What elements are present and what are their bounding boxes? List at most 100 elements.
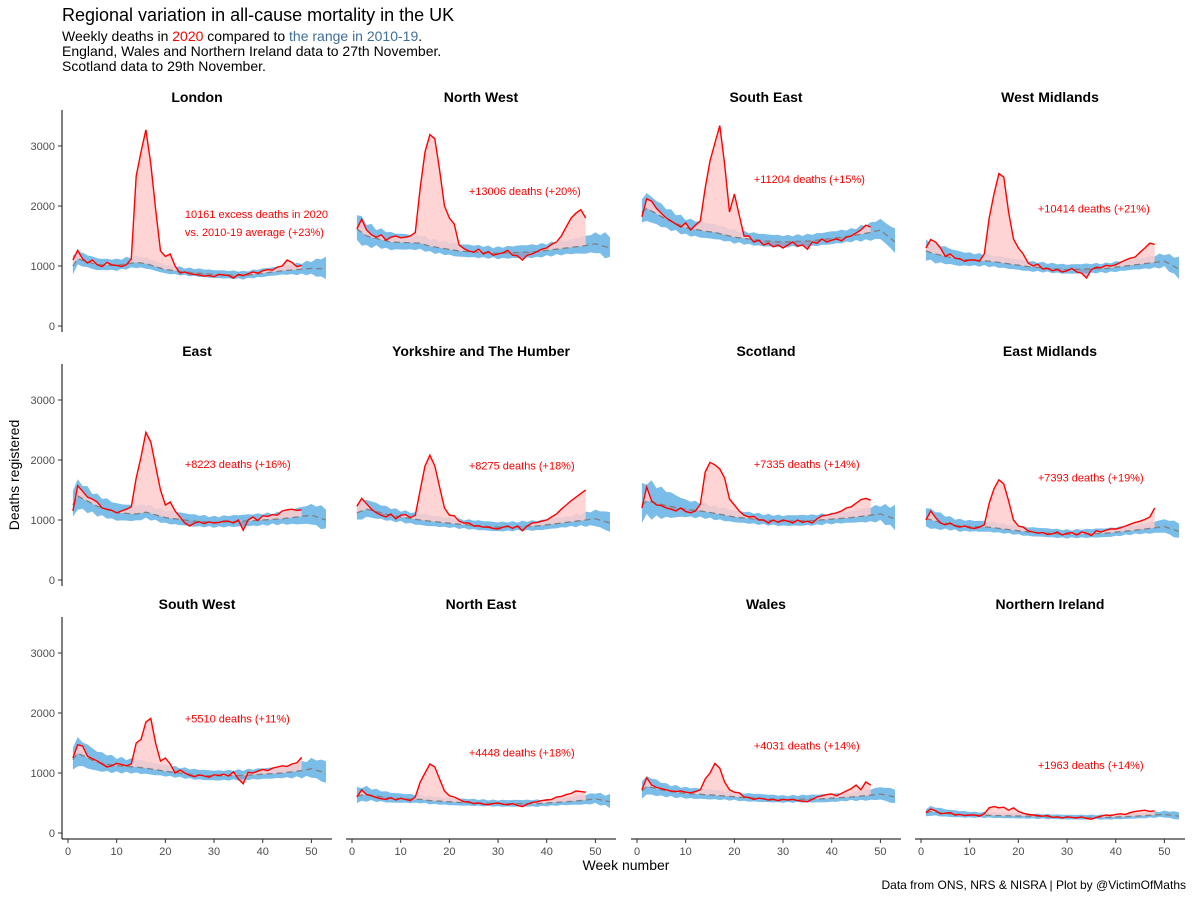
- facet-london: London 10161 excess deaths in 2020 vs. 201…: [31, 89, 328, 333]
- excess-area-london: [72, 129, 302, 276]
- y-tick-label-south-west-1000: 1000: [31, 768, 55, 780]
- facet-scotland: Scotland +7335 deaths (+14%): [641, 343, 896, 531]
- x-tick-label-south-west-30: 30: [208, 846, 220, 858]
- facet-title-scotland: Scotland: [736, 343, 795, 359]
- line-2020-yorkshire-and-the-humber: [356, 453, 587, 532]
- subtitle-line-2: England, Wales and Northern Ireland data…: [62, 43, 442, 59]
- line-2020-south-west: [72, 717, 303, 786]
- y-tick-label-east-3000: 3000: [31, 395, 55, 407]
- mean-line-east-midlands: [925, 517, 1180, 536]
- facet-title-west-midlands: West Midlands: [1001, 89, 1099, 105]
- x-tick-label-wales-40: 40: [826, 846, 838, 858]
- x-tick-label-south-west-40: 40: [257, 846, 269, 858]
- annotation-north-west-0: +13006 deaths (+20%): [469, 186, 581, 198]
- subtitle-prefix: Weekly deaths in: [62, 28, 173, 44]
- deficit-area-south-west: [72, 753, 302, 784]
- x-tick-label-south-west-20: 20: [159, 846, 171, 858]
- mean-line-london: [72, 258, 327, 277]
- subtitle-middle: compared to: [203, 28, 290, 44]
- line-2020-north-east: [356, 763, 586, 808]
- facet-title-london: London: [171, 89, 222, 105]
- facet-north-west: North West +13006 deaths (+20%): [356, 89, 611, 261]
- x-tick-label-northern-ireland-10: 10: [964, 846, 976, 858]
- excess-area-west-midlands: [925, 173, 1155, 270]
- range-band-west-midlands: [925, 239, 1179, 280]
- facet-northern-ireland: Northern Ireland +1963 deaths (+14%) 0 10 20…: [915, 596, 1185, 858]
- x-tick-label-north-east-0: 0: [349, 846, 355, 858]
- x-tick-label-south-west-10: 10: [111, 846, 123, 858]
- x-tick-label-wales-20: 20: [728, 846, 740, 858]
- chart-caption: Data from ONS, NRS & NISRA | Plot by @Vi…: [881, 878, 1187, 892]
- facet-title-north-east: North East: [446, 596, 517, 612]
- facet-title-east: East: [182, 343, 212, 359]
- facet-east-midlands: East Midlands +7393 deaths (+19%): [925, 343, 1180, 539]
- line-2020-scotland: [641, 461, 871, 524]
- annotation-west-midlands-0: +10414 deaths (+21%): [1038, 203, 1150, 215]
- facet-title-east-midlands: East Midlands: [1003, 343, 1097, 359]
- x-tick-label-northern-ireland-30: 30: [1061, 846, 1073, 858]
- annotation-wales-0: +4031 deaths (+14%): [754, 740, 860, 752]
- chart-title: Regional variation in all-cause mortalit…: [62, 5, 455, 25]
- x-tick-label-north-east-10: 10: [395, 846, 407, 858]
- y-axis-title: Deaths registered: [6, 420, 22, 531]
- x-tick-label-north-east-30: 30: [492, 846, 504, 858]
- facet-title-south-east: South East: [729, 89, 802, 105]
- y-tick-label-london-0: 0: [49, 321, 55, 333]
- subtitle-2020-highlight: 2020: [172, 28, 204, 44]
- x-tick-label-north-east-20: 20: [443, 846, 455, 858]
- subtitle-line-1: Weekly deaths in 2020 compared to the ra…: [62, 29, 441, 44]
- y-tick-label-east-1000: 1000: [31, 515, 55, 527]
- annotation-south-west-0: +5510 deaths (+11%): [185, 713, 290, 725]
- mean-line-south-east: [641, 207, 896, 243]
- x-tick-label-northern-ireland-50: 50: [1158, 846, 1170, 858]
- x-tick-label-northern-ireland-20: 20: [1012, 846, 1024, 858]
- line-2020-west-midlands: [925, 172, 1155, 280]
- subtitle-suffix: .: [418, 28, 423, 44]
- mean-line-north-west: [356, 228, 611, 255]
- line-2020-east: [72, 430, 302, 532]
- y-tick-label-london-3000: 3000: [31, 141, 55, 153]
- x-tick-label-south-west-0: 0: [65, 846, 71, 858]
- mean-line-scotland: [641, 500, 896, 522]
- facet-east: East +8223 deaths (+16%) 0 1000 2000 3000: [31, 343, 327, 587]
- annotation-east-midlands-0: +7393 deaths (+19%): [1038, 472, 1144, 484]
- facet-yorkshire-and-the-humber: Yorkshire and The Humber +8275 deaths (+1…: [356, 343, 611, 532]
- facet-title-wales: Wales: [746, 596, 786, 612]
- y-tick-label-south-west-0: 0: [49, 828, 55, 840]
- facet-wales: Wales +4031 deaths (+14%) 0 10 20 30 40 50: [631, 596, 901, 858]
- x-tick-label-wales-10: 10: [680, 846, 692, 858]
- annotation-east-0: +8223 deaths (+16%): [185, 459, 291, 471]
- line-2020-london: [72, 129, 302, 279]
- y-tick-label-south-west-3000: 3000: [31, 648, 55, 660]
- y-tick-label-london-1000: 1000: [31, 261, 55, 273]
- deficit-area-east-midlands: [925, 518, 1155, 536]
- x-tick-label-northern-ireland-0: 0: [918, 846, 924, 858]
- chart-subtitle: Weekly deaths in 2020 compared to the ra…: [62, 29, 441, 74]
- annotation-north-east-0: +4448 deaths (+18%): [469, 748, 575, 760]
- annotation-london-1: vs. 2010-19 average (+23%): [185, 227, 324, 239]
- y-tick-label-london-2000: 2000: [31, 201, 55, 213]
- annotation-london-0: 10161 excess deaths in 2020: [185, 209, 328, 221]
- excess-area-east-midlands: [925, 479, 1155, 535]
- excess-area-south-west: [72, 718, 302, 776]
- facet-north-east: North East +4448 deaths (+18%) 0 10 20 30 40 50: [346, 596, 616, 858]
- excess-area-north-west: [356, 134, 586, 254]
- line-2020-south-east: [641, 125, 871, 251]
- excess-area-yorkshire-and-the-humber: [356, 455, 586, 528]
- y-tick-label-east-0: 0: [49, 575, 55, 587]
- annotation-south-east-0: +11204 deaths (+15%): [754, 174, 865, 186]
- facet-title-north-west: North West: [444, 89, 519, 105]
- range-band-south-west: [72, 737, 327, 783]
- x-tick-label-south-west-50: 50: [305, 846, 317, 858]
- excess-area-north-east: [356, 764, 586, 804]
- facet-title-yorkshire-and-the-humber: Yorkshire and The Humber: [392, 343, 570, 359]
- x-tick-label-wales-30: 30: [777, 846, 789, 858]
- line-2020-north-west: [356, 133, 587, 261]
- x-tick-label-wales-0: 0: [634, 846, 640, 858]
- facet-title-northern-ireland: Northern Ireland: [996, 596, 1105, 612]
- x-tick-label-northern-ireland-40: 40: [1110, 846, 1122, 858]
- facet-west-midlands: West Midlands +10414 deaths (+21%): [925, 89, 1180, 280]
- line-2020-east-midlands: [925, 478, 1156, 537]
- x-tick-label-north-east-40: 40: [541, 846, 553, 858]
- annotation-northern-ireland-0: +1963 deaths (+14%): [1038, 760, 1144, 772]
